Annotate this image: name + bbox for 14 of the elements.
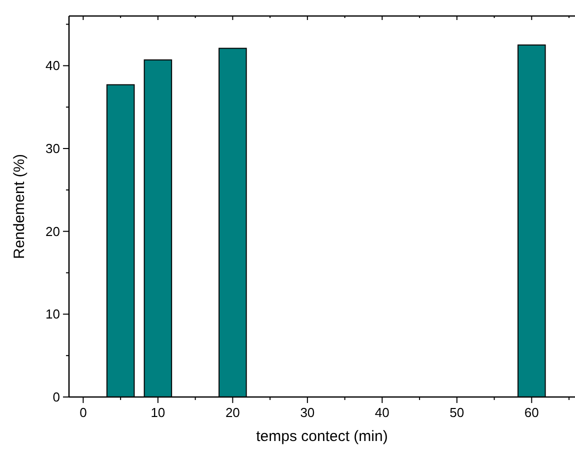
x-tick-label: 10 [150,405,166,420]
x-axis-title: temps contect (min) [256,428,388,445]
y-axis-title: Rendement (%) [11,154,28,260]
x-tick-label: 40 [374,405,390,420]
x-tick-label: 20 [225,405,240,420]
y-tick-label: 0 [52,390,60,405]
y-tick-label: 20 [46,224,60,239]
x-tick-label: 50 [450,405,464,420]
y-tick-label: 40 [46,58,60,74]
y-tick-label: 10 [46,306,60,322]
x-tick-label: 0 [80,405,87,420]
x-tick-label: 30 [300,405,315,420]
y-tick-label: 30 [46,141,60,156]
x-tick-label: 60 [524,405,539,420]
